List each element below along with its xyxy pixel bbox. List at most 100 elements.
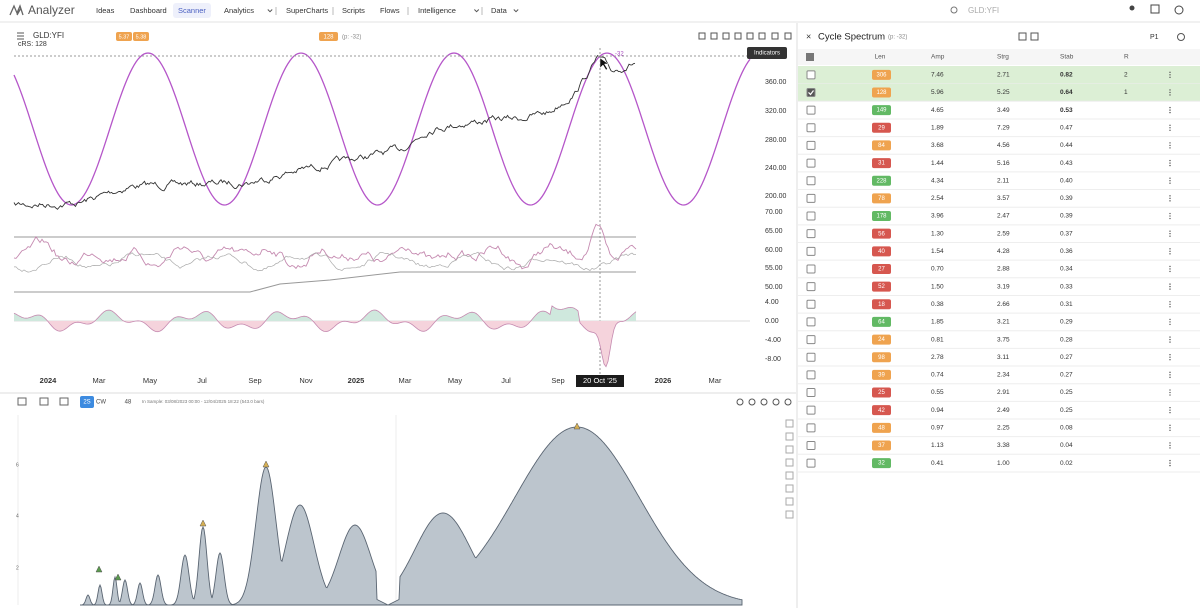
nav-item[interactable]: SuperCharts bbox=[286, 6, 328, 15]
preset[interactable]: P1 bbox=[1150, 34, 1159, 41]
row-menu[interactable] bbox=[1169, 232, 1171, 235]
column-header[interactable]: Len bbox=[875, 54, 886, 61]
row-menu[interactable] bbox=[1169, 270, 1171, 273]
close-button[interactable]: × bbox=[806, 31, 811, 41]
toolbar-icon[interactable] bbox=[771, 32, 779, 40]
row-menu[interactable] bbox=[1169, 250, 1171, 253]
row-menu[interactable] bbox=[1169, 144, 1171, 147]
user-icon[interactable] bbox=[1129, 5, 1135, 11]
row-checkbox[interactable] bbox=[806, 176, 816, 186]
column-header[interactable]: R bbox=[1124, 54, 1129, 61]
spectrum-icon[interactable] bbox=[760, 398, 768, 406]
nav-item[interactable]: Dashboard bbox=[130, 6, 167, 15]
row-checkbox[interactable] bbox=[806, 229, 816, 239]
row-checkbox[interactable] bbox=[806, 388, 816, 398]
row-menu[interactable] bbox=[1169, 374, 1171, 376]
row-checkbox[interactable] bbox=[806, 87, 816, 97]
row-menu[interactable] bbox=[1169, 306, 1171, 308]
row-menu[interactable] bbox=[1169, 94, 1171, 96]
row-menu[interactable] bbox=[1169, 182, 1171, 184]
row-menu[interactable] bbox=[1169, 91, 1171, 94]
row-menu[interactable] bbox=[1169, 127, 1171, 129]
toolbar-icon[interactable] bbox=[758, 32, 766, 40]
row-menu[interactable] bbox=[1169, 321, 1171, 323]
spectrum-icon[interactable] bbox=[784, 398, 792, 406]
row-menu[interactable] bbox=[1169, 195, 1171, 197]
nav-item[interactable]: Flows bbox=[380, 6, 400, 15]
row-checkbox[interactable] bbox=[806, 458, 816, 468]
row-checkbox[interactable] bbox=[806, 282, 816, 292]
row-menu[interactable] bbox=[1169, 427, 1171, 429]
row-menu[interactable] bbox=[1169, 442, 1171, 444]
tool-icon[interactable] bbox=[17, 397, 27, 406]
row-menu[interactable] bbox=[1169, 356, 1171, 358]
row-checkbox[interactable] bbox=[806, 264, 816, 274]
row-menu[interactable] bbox=[1169, 129, 1171, 131]
row-menu[interactable] bbox=[1169, 89, 1171, 91]
column-header[interactable]: Amp bbox=[931, 54, 945, 61]
tool-icon[interactable] bbox=[39, 397, 49, 406]
spectrum-button[interactable]: 48 bbox=[125, 400, 132, 406]
row-checkbox[interactable] bbox=[806, 140, 816, 150]
expand-icon[interactable] bbox=[1030, 32, 1039, 41]
spectrum-icon[interactable] bbox=[748, 398, 756, 406]
row-menu[interactable] bbox=[1169, 424, 1171, 427]
row-menu[interactable] bbox=[1169, 164, 1171, 167]
row-checkbox[interactable] bbox=[806, 440, 816, 450]
row-menu[interactable] bbox=[1169, 323, 1171, 326]
theme-icon[interactable] bbox=[1174, 5, 1184, 15]
row-checkbox[interactable] bbox=[806, 105, 816, 115]
nav-item[interactable]: Scanner bbox=[178, 6, 206, 15]
side-tool[interactable] bbox=[785, 445, 794, 454]
column-header[interactable]: Strg bbox=[997, 54, 1009, 61]
spectrum-icon[interactable] bbox=[772, 398, 780, 406]
side-tool[interactable] bbox=[785, 458, 794, 467]
row-menu[interactable] bbox=[1169, 109, 1171, 111]
row-menu[interactable] bbox=[1169, 459, 1171, 462]
row-menu[interactable] bbox=[1169, 409, 1171, 411]
row-menu[interactable] bbox=[1169, 197, 1171, 200]
row-menu[interactable] bbox=[1169, 215, 1171, 217]
row-checkbox[interactable] bbox=[806, 405, 816, 415]
toolbar-icon[interactable] bbox=[710, 32, 718, 40]
row-checkbox[interactable] bbox=[806, 423, 816, 433]
toolbar-icon[interactable] bbox=[698, 32, 706, 40]
row-menu[interactable] bbox=[1169, 159, 1171, 162]
row-menu[interactable] bbox=[1169, 447, 1171, 449]
nav-item[interactable]: Analytics bbox=[224, 6, 254, 15]
row-menu[interactable] bbox=[1169, 338, 1171, 341]
row-menu[interactable] bbox=[1169, 444, 1171, 447]
row-menu[interactable] bbox=[1169, 217, 1171, 220]
row-menu[interactable] bbox=[1169, 76, 1171, 79]
toolbar-icon[interactable] bbox=[784, 32, 792, 40]
row-checkbox[interactable] bbox=[806, 370, 816, 380]
side-tool[interactable] bbox=[785, 510, 794, 519]
row-menu[interactable] bbox=[1169, 411, 1171, 414]
side-tool[interactable] bbox=[785, 432, 794, 441]
row-checkbox[interactable] bbox=[806, 352, 816, 362]
row-menu[interactable] bbox=[1169, 406, 1171, 409]
row-menu[interactable] bbox=[1169, 285, 1171, 288]
row-menu[interactable] bbox=[1169, 301, 1171, 303]
settings-icon[interactable] bbox=[1177, 33, 1185, 41]
spectrum-button[interactable]: CW bbox=[96, 400, 106, 406]
row-checkbox[interactable] bbox=[806, 246, 816, 256]
row-menu[interactable] bbox=[1169, 212, 1171, 215]
row-menu[interactable] bbox=[1169, 359, 1171, 361]
row-menu[interactable] bbox=[1169, 336, 1171, 338]
row-menu[interactable] bbox=[1169, 462, 1171, 464]
row-menu[interactable] bbox=[1169, 248, 1171, 250]
row-menu[interactable] bbox=[1169, 106, 1171, 109]
row-menu[interactable] bbox=[1169, 283, 1171, 285]
row-menu[interactable] bbox=[1169, 71, 1171, 74]
side-tool[interactable] bbox=[785, 419, 794, 428]
spectrum-button[interactable]: 2S bbox=[83, 400, 90, 406]
save-icon[interactable] bbox=[1018, 32, 1027, 41]
row-menu[interactable] bbox=[1169, 389, 1171, 391]
select-all[interactable] bbox=[806, 53, 814, 61]
tool-icon[interactable] bbox=[59, 397, 69, 406]
row-menu[interactable] bbox=[1169, 200, 1171, 202]
nav-item[interactable]: Scripts bbox=[342, 6, 365, 15]
row-menu[interactable] bbox=[1169, 162, 1171, 164]
row-menu[interactable] bbox=[1169, 142, 1171, 144]
